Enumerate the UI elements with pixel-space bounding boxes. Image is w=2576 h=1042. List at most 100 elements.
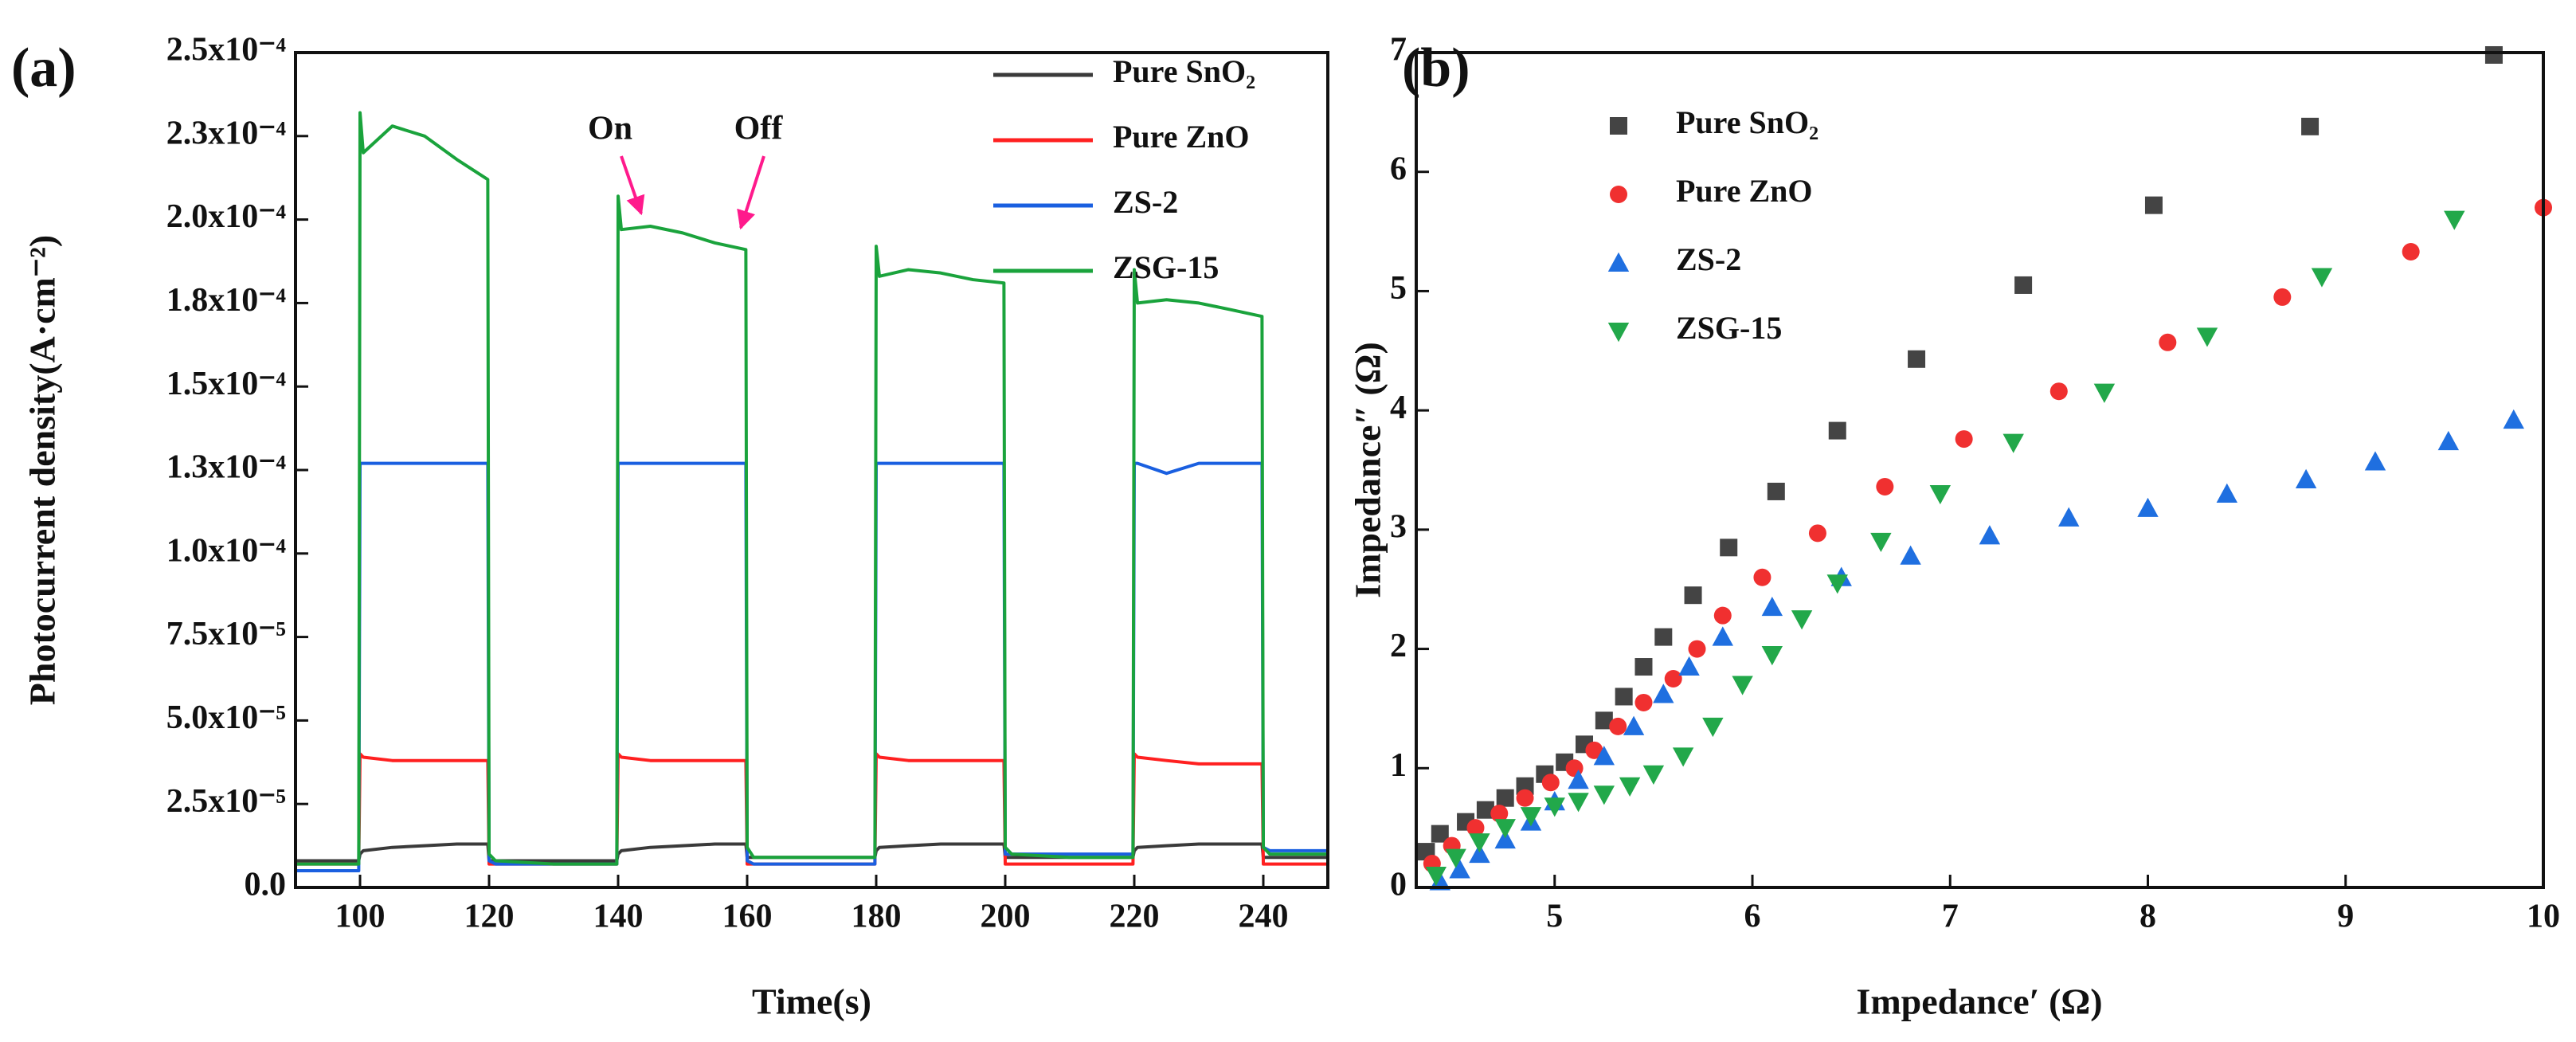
- marker: [1425, 867, 1447, 887]
- legend-label: ZS-2: [1113, 184, 1178, 220]
- x-tick-label: 8: [2139, 899, 2156, 935]
- marker: [1520, 807, 1542, 827]
- y-tick-label: 2: [1390, 628, 1407, 664]
- marker: [1496, 789, 1514, 807]
- x-tick-label: 10: [2527, 899, 2560, 935]
- y-tick-label: 6: [1390, 151, 1407, 187]
- marker: [2484, 45, 2503, 64]
- marker: [1429, 871, 1450, 891]
- marker: [1702, 717, 1724, 738]
- plot-frame: [294, 51, 1329, 889]
- marker: [2295, 468, 2317, 488]
- marker: [2144, 196, 2163, 214]
- marker: [2137, 497, 2159, 517]
- marker: [1753, 568, 1771, 586]
- marker: [1609, 717, 1627, 735]
- marker: [1431, 825, 1449, 843]
- marker: [1595, 711, 1613, 730]
- marker: [2159, 333, 2177, 351]
- marker: [2216, 483, 2238, 503]
- annotation-arrow: [737, 155, 765, 230]
- y-tick-label: 1.5x10⁻⁴: [166, 366, 287, 402]
- marker: [2058, 507, 2080, 527]
- x-axis-label: Time(s): [752, 981, 871, 1022]
- y-tick-label: 5: [1390, 270, 1407, 307]
- marker: [1494, 829, 1516, 849]
- y-tick-label: 5.0x10⁻⁵: [166, 699, 286, 736]
- marker: [1979, 525, 2001, 545]
- legend-marker: [1610, 186, 1627, 203]
- y-tick-label: 4: [1390, 390, 1407, 426]
- marker: [1494, 819, 1516, 839]
- marker: [1654, 628, 1673, 646]
- marker: [2093, 383, 2116, 403]
- marker: [1672, 747, 1694, 767]
- legend-label: Pure ZnO: [1676, 173, 1813, 209]
- marker: [1761, 646, 1783, 666]
- marker: [2002, 433, 2024, 453]
- marker: [1544, 797, 1565, 817]
- marker: [1955, 430, 1973, 449]
- marker: [1615, 687, 1633, 706]
- marker: [1791, 610, 1813, 630]
- x-axis-label: Impedance′ (Ω): [1856, 981, 2102, 1022]
- y-tick-label: 1.0x10⁻⁴: [166, 532, 287, 569]
- annotation: Off: [734, 111, 784, 147]
- marker: [2311, 268, 2333, 288]
- y-tick-label: 0: [1390, 867, 1407, 903]
- legend-label: Pure ZnO: [1113, 119, 1250, 155]
- legend-marker: [1607, 323, 1630, 343]
- legend-label: Pure SnO₂: [1676, 104, 1818, 140]
- marker: [2196, 327, 2218, 347]
- marker: [2364, 451, 2386, 471]
- marker: [1908, 350, 1926, 368]
- y-axis-label: Impedance″ (Ω): [1348, 342, 1388, 598]
- marker: [2014, 276, 2033, 294]
- legend-label: ZSG-15: [1113, 249, 1219, 285]
- marker: [1642, 765, 1665, 785]
- x-tick-label: 140: [593, 899, 644, 935]
- y-tick-label: 1: [1390, 747, 1407, 784]
- x-tick-label: 6: [1744, 899, 1761, 935]
- x-tick-label: 7: [1942, 899, 1959, 935]
- legend-label: Pure SnO₂: [1113, 53, 1255, 89]
- marker: [1516, 789, 1534, 807]
- y-tick-label: 0.0: [245, 867, 287, 903]
- marker: [1720, 539, 1738, 557]
- y-tick-label: 2.5x10⁻⁵: [166, 783, 286, 820]
- marker: [1593, 785, 1615, 805]
- marker: [1653, 684, 1674, 703]
- marker: [1678, 656, 1700, 676]
- marker: [1870, 532, 1892, 553]
- marker: [1469, 843, 1490, 864]
- y-tick-label: 2.0x10⁻⁴: [166, 198, 287, 235]
- marker: [1490, 805, 1509, 823]
- x-tick-label: 180: [851, 899, 902, 935]
- marker: [1568, 793, 1589, 813]
- marker: [1634, 693, 1653, 711]
- marker: [1469, 833, 1490, 853]
- marker: [1623, 715, 1645, 735]
- x-tick-label: 100: [335, 899, 386, 935]
- marker: [1619, 777, 1641, 797]
- x-tick-label: 220: [1110, 899, 1160, 935]
- marker: [1593, 746, 1615, 766]
- marker: [1713, 606, 1732, 625]
- marker: [1900, 545, 1921, 565]
- marker: [1634, 658, 1653, 676]
- marker: [2402, 243, 2420, 261]
- x-tick-label: 9: [2337, 899, 2354, 935]
- y-tick-label: 2.3x10⁻⁴: [166, 115, 287, 151]
- marker: [1767, 482, 1785, 500]
- marker: [1712, 626, 1733, 646]
- y-axis-label: Photocurrent density(A·cm⁻²): [22, 235, 63, 705]
- marker: [1466, 819, 1485, 837]
- marker: [1688, 640, 1706, 658]
- x-tick-label: 160: [722, 899, 773, 935]
- marker: [2503, 409, 2524, 429]
- marker: [1445, 848, 1466, 868]
- marker: [1476, 801, 1494, 819]
- y-tick-label: 3: [1390, 508, 1407, 545]
